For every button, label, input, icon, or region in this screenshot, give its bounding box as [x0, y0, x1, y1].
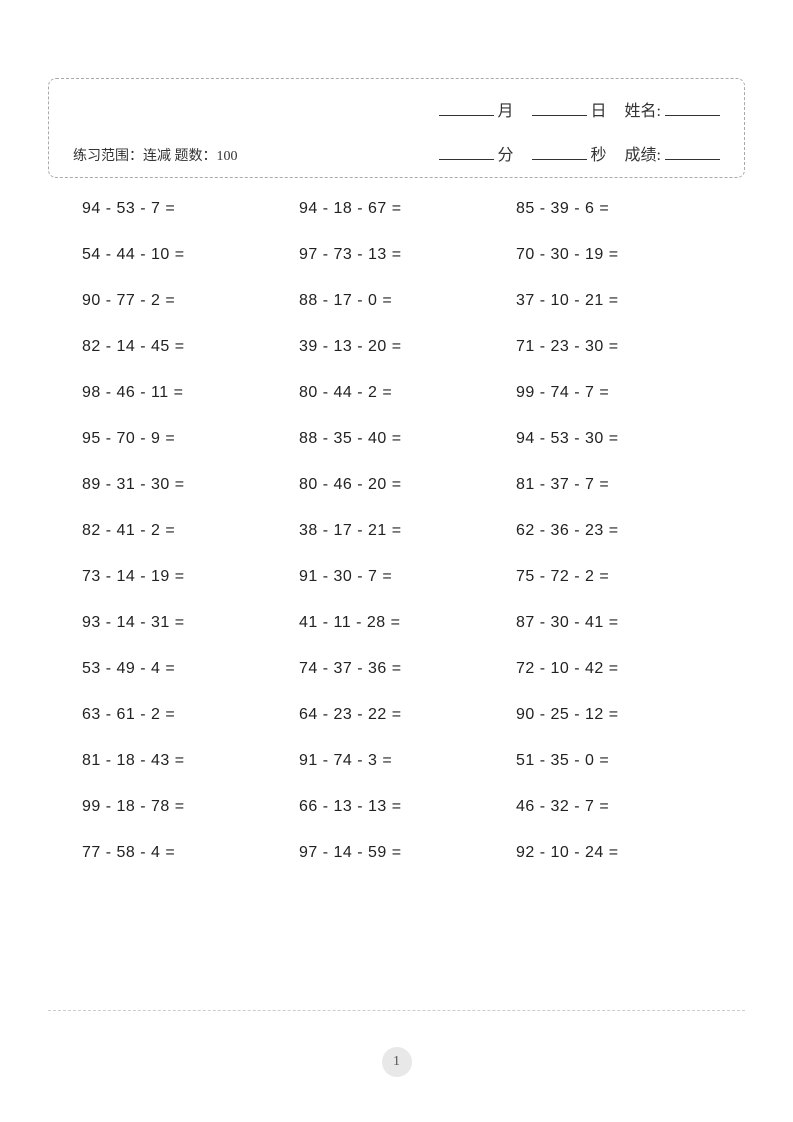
second-label: 秒: [591, 141, 607, 165]
problem-item: 54 - 44 - 10 =: [82, 246, 289, 264]
problem-item: 71 - 23 - 30 =: [516, 338, 723, 356]
name-label: 姓名:: [625, 97, 661, 121]
problem-item: 80 - 44 - 2 =: [299, 384, 506, 402]
practice-label: 练习范围：连减 题数：100: [73, 145, 238, 165]
problem-item: 41 - 11 - 28 =: [299, 614, 506, 632]
problem-item: 97 - 14 - 59 =: [299, 844, 506, 862]
day-label: 日: [591, 97, 607, 121]
problem-item: 87 - 30 - 41 =: [516, 614, 723, 632]
problem-item: 38 - 17 - 21 =: [299, 522, 506, 540]
problem-item: 72 - 10 - 42 =: [516, 660, 723, 678]
problem-item: 94 - 53 - 7 =: [82, 200, 289, 218]
problem-item: 74 - 37 - 36 =: [299, 660, 506, 678]
problem-item: 64 - 23 - 22 =: [299, 706, 506, 724]
problem-item: 91 - 74 - 3 =: [299, 752, 506, 770]
problem-item: 80 - 46 - 20 =: [299, 476, 506, 494]
month-blank[interactable]: [439, 115, 494, 116]
problem-item: 88 - 35 - 40 =: [299, 430, 506, 448]
problem-item: 70 - 30 - 19 =: [516, 246, 723, 264]
problem-item: 81 - 37 - 7 =: [516, 476, 723, 494]
minute-blank[interactable]: [439, 159, 494, 160]
problem-item: 75 - 72 - 2 =: [516, 568, 723, 586]
problem-item: 39 - 13 - 20 =: [299, 338, 506, 356]
problem-item: 53 - 49 - 4 =: [82, 660, 289, 678]
problem-item: 99 - 74 - 7 =: [516, 384, 723, 402]
problem-item: 95 - 70 - 9 =: [82, 430, 289, 448]
page-number: 1: [393, 1054, 400, 1070]
problem-item: 63 - 61 - 2 =: [82, 706, 289, 724]
problem-item: 66 - 13 - 13 =: [299, 798, 506, 816]
second-blank[interactable]: [532, 159, 587, 160]
bottom-divider: [48, 1010, 745, 1011]
problem-item: 99 - 18 - 78 =: [82, 798, 289, 816]
problem-item: 46 - 32 - 7 =: [516, 798, 723, 816]
header-date-row: 月 日 姓名:: [73, 97, 720, 121]
score-blank[interactable]: [665, 159, 720, 160]
name-blank[interactable]: [665, 115, 720, 116]
problem-item: 98 - 46 - 11 =: [82, 384, 289, 402]
problem-item: 91 - 30 - 7 =: [299, 568, 506, 586]
day-blank[interactable]: [532, 115, 587, 116]
problem-item: 51 - 35 - 0 =: [516, 752, 723, 770]
problem-item: 62 - 36 - 23 =: [516, 522, 723, 540]
header-info-row: 练习范围：连减 题数：100 分 秒 成绩:: [73, 141, 720, 165]
problem-item: 85 - 39 - 6 =: [516, 200, 723, 218]
problem-item: 77 - 58 - 4 =: [82, 844, 289, 862]
problem-item: 73 - 14 - 19 =: [82, 568, 289, 586]
problem-item: 90 - 25 - 12 =: [516, 706, 723, 724]
problem-item: 92 - 10 - 24 =: [516, 844, 723, 862]
problem-item: 81 - 18 - 43 =: [82, 752, 289, 770]
problem-item: 93 - 14 - 31 =: [82, 614, 289, 632]
score-label: 成绩:: [625, 141, 661, 165]
problem-item: 94 - 18 - 67 =: [299, 200, 506, 218]
problem-item: 89 - 31 - 30 =: [82, 476, 289, 494]
page-number-badge: 1: [382, 1047, 412, 1077]
problem-item: 97 - 73 - 13 =: [299, 246, 506, 264]
right-fields: 分 秒 成绩:: [439, 141, 720, 165]
problem-item: 94 - 53 - 30 =: [516, 430, 723, 448]
problem-item: 88 - 17 - 0 =: [299, 292, 506, 310]
month-label: 月: [498, 97, 514, 121]
minute-label: 分: [498, 141, 514, 165]
problems-grid: 94 - 53 - 7 = 94 - 18 - 67 = 85 - 39 - 6 =…: [82, 200, 723, 862]
problem-item: 82 - 41 - 2 =: [82, 522, 289, 540]
problem-item: 82 - 14 - 45 =: [82, 338, 289, 356]
problem-item: 37 - 10 - 21 =: [516, 292, 723, 310]
header-box: 月 日 姓名: 练习范围：连减 题数：100 分 秒 成绩:: [48, 78, 745, 178]
problem-item: 90 - 77 - 2 =: [82, 292, 289, 310]
